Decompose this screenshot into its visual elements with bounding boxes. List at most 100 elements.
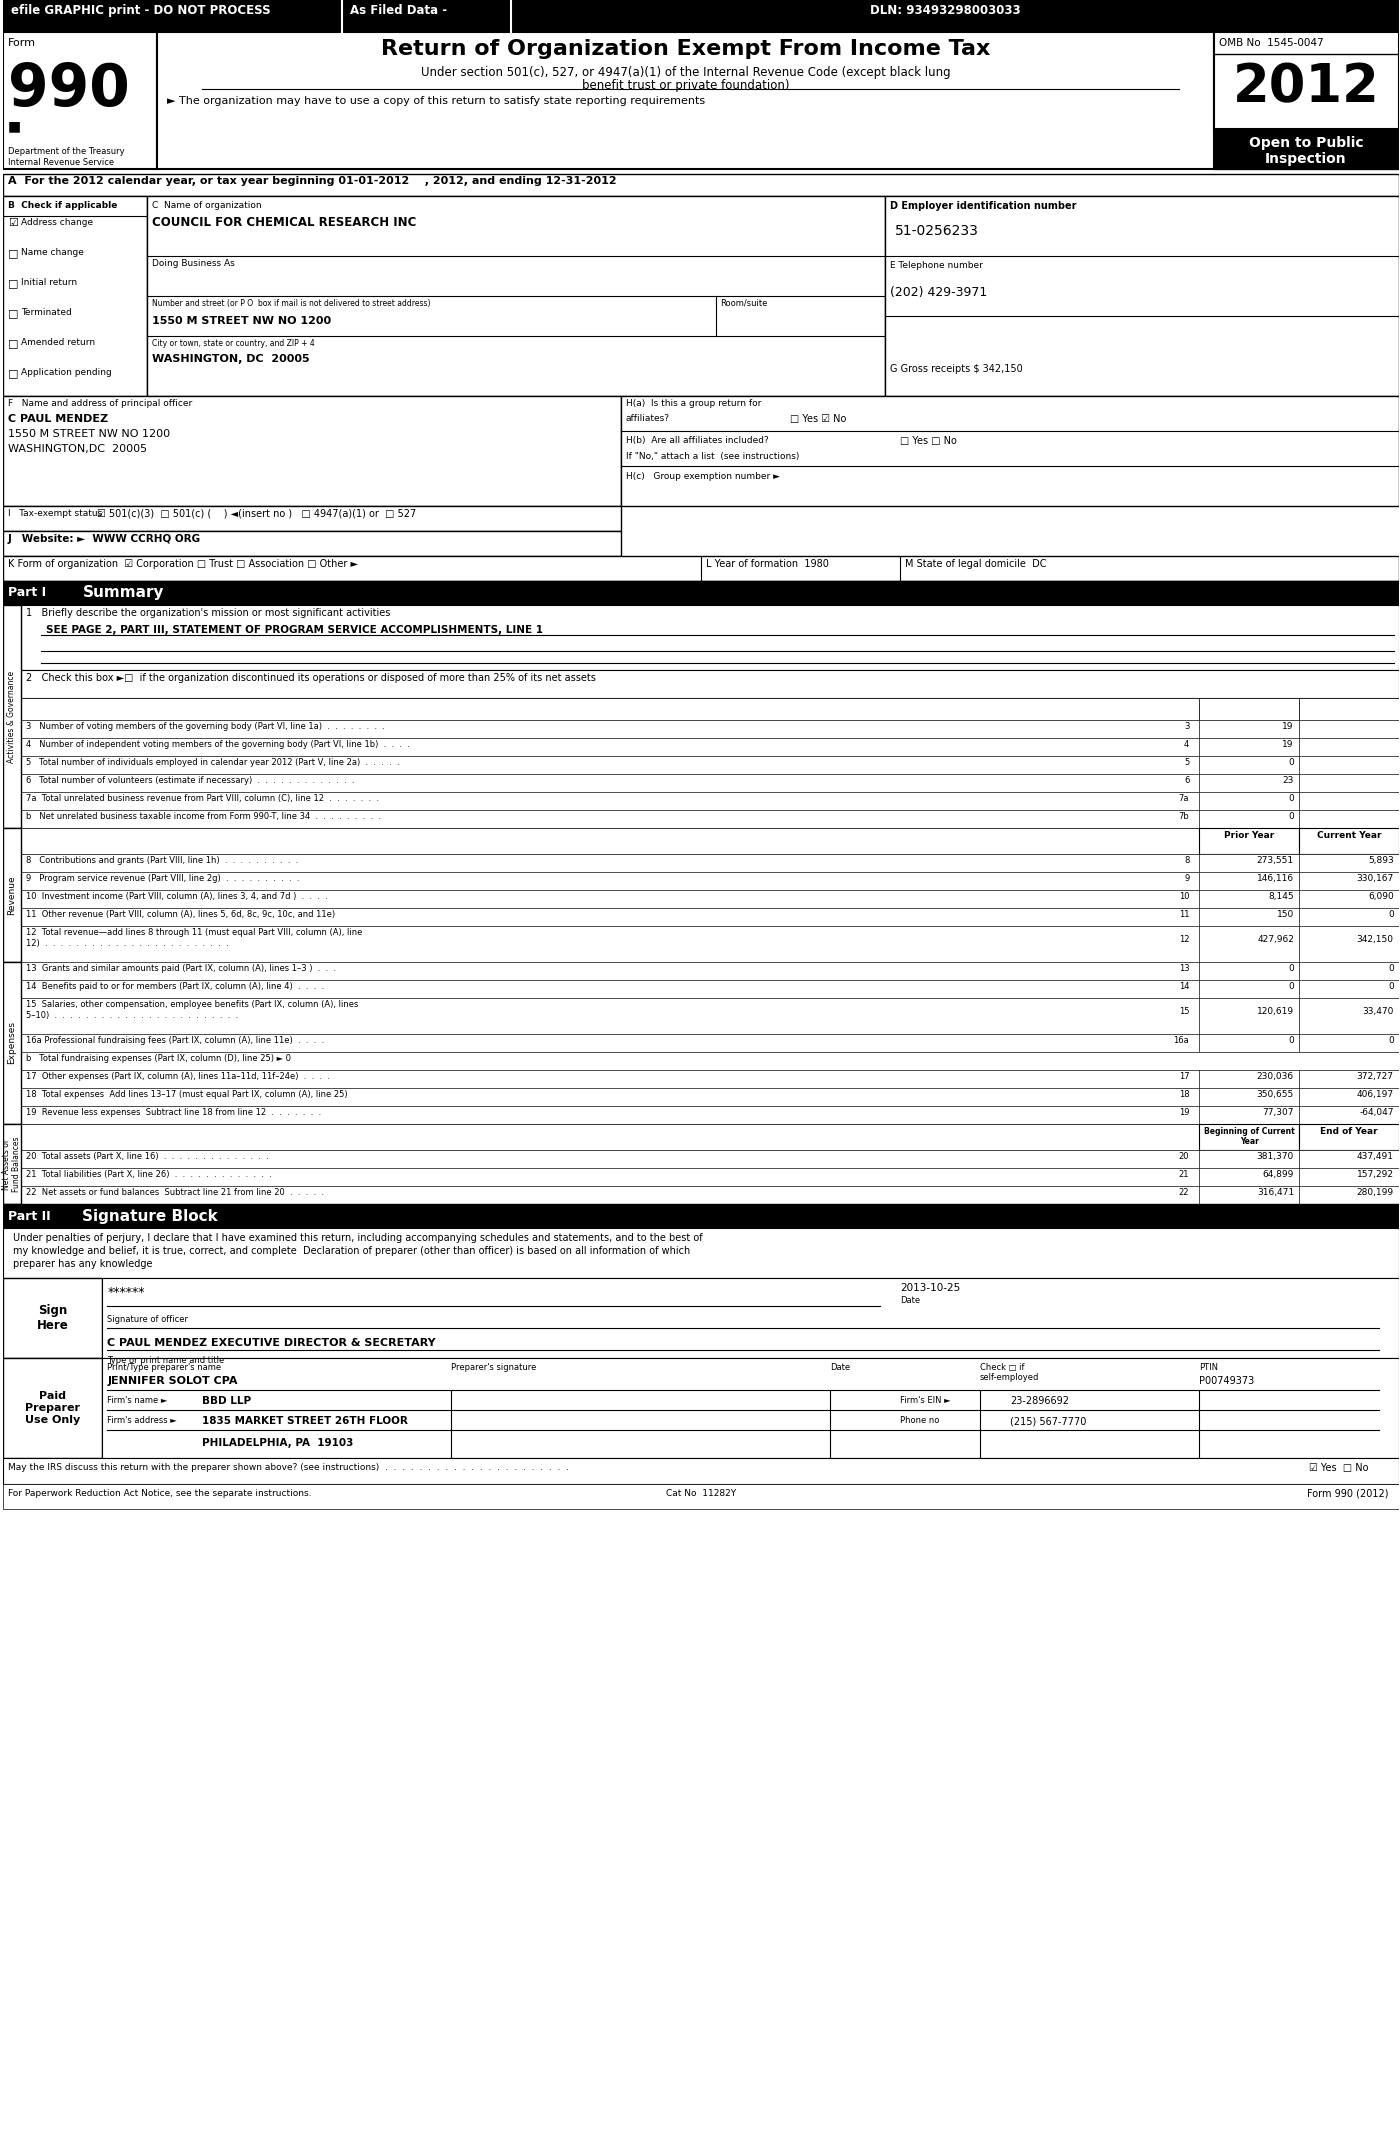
Text: 2   Check this box ►□  if the organization discontinued its operations or dispos: 2 Check this box ►□ if the organization …: [25, 673, 595, 683]
Bar: [3, 396, 622, 507]
Bar: [21, 1124, 1200, 1150]
Text: 14  Benefits paid to or for members (Part IX, column (A), line 4)  .  .  .  .: 14 Benefits paid to or for members (Part…: [25, 981, 323, 990]
Text: 13  Grants and similar amounts paid (Part IX, column (A), lines 1–3 )  .  .  .: 13 Grants and similar amounts paid (Part…: [25, 964, 336, 973]
Text: 22: 22: [1179, 1188, 1189, 1196]
Text: 11: 11: [1179, 909, 1189, 920]
Text: Application pending: Application pending: [21, 368, 112, 377]
Text: b   Total fundraising expenses (Part IX, column (D), line 25) ► 0: b Total fundraising expenses (Part IX, c…: [25, 1054, 291, 1062]
Bar: [1299, 1124, 1399, 1150]
Bar: [21, 605, 1399, 671]
Text: -64,047: -64,047: [1359, 1107, 1393, 1118]
Text: ☑ Yes  □ No: ☑ Yes □ No: [1309, 1463, 1368, 1473]
Bar: [21, 828, 1200, 854]
Bar: [147, 196, 885, 396]
Bar: [3, 0, 1399, 32]
Bar: [1200, 979, 1299, 999]
Bar: [1299, 739, 1399, 756]
Bar: [1200, 1124, 1299, 1150]
Bar: [21, 1105, 1200, 1124]
Bar: [1299, 792, 1399, 809]
Text: benefit trust or private foundation): benefit trust or private foundation): [582, 79, 790, 92]
Text: Cat No  11282Y: Cat No 11282Y: [665, 1488, 736, 1499]
Bar: [21, 671, 1399, 698]
Text: 18  Total expenses  Add lines 13–17 (must equal Part IX, column (A), line 25): 18 Total expenses Add lines 13–17 (must …: [25, 1090, 347, 1099]
Text: 150: 150: [1277, 909, 1294, 920]
Text: Form 990 (2012): Form 990 (2012): [1308, 1488, 1389, 1499]
Bar: [1200, 698, 1299, 720]
Bar: [1200, 1169, 1299, 1186]
Text: C PAUL MENDEZ: C PAUL MENDEZ: [8, 413, 108, 424]
Text: ******: ******: [108, 1286, 146, 1299]
Bar: [21, 926, 1200, 962]
Text: 0: 0: [1288, 758, 1294, 766]
Text: Internal Revenue Service: Internal Revenue Service: [8, 158, 113, 166]
Text: Date: Date: [830, 1363, 850, 1371]
Text: P00749373: P00749373: [1200, 1375, 1254, 1386]
Text: 6   Total number of volunteers (estimate if necessary)  .  .  .  .  .  .  .  .  : 6 Total number of volunteers (estimate i…: [25, 775, 354, 786]
Text: 5,893: 5,893: [1368, 856, 1393, 864]
Text: SEE PAGE 2, PART III, STATEMENT OF PROGRAM SERVICE ACCOMPLISHMENTS, LINE 1: SEE PAGE 2, PART III, STATEMENT OF PROGR…: [46, 626, 543, 634]
Text: B  Check if applicable: B Check if applicable: [8, 200, 118, 211]
Bar: [1200, 1105, 1299, 1124]
Text: Check □ if
self-employed: Check □ if self-employed: [980, 1363, 1039, 1382]
Bar: [157, 32, 1214, 168]
Text: 120,619: 120,619: [1257, 1007, 1294, 1016]
Text: 406,197: 406,197: [1357, 1090, 1393, 1099]
Text: □: □: [8, 309, 18, 317]
Text: ■: ■: [8, 119, 21, 132]
Text: ► The organization may have to use a copy of this return to satisfy state report: ► The organization may have to use a cop…: [167, 96, 706, 106]
Bar: [1200, 720, 1299, 739]
Text: Department of the Treasury: Department of the Treasury: [8, 147, 125, 155]
Text: Return of Organization Exempt From Income Tax: Return of Organization Exempt From Incom…: [381, 38, 990, 60]
Text: (202) 429-3971: (202) 429-3971: [890, 285, 987, 298]
Bar: [3, 507, 622, 530]
Bar: [3, 1124, 21, 1205]
Bar: [21, 1071, 1200, 1088]
Text: 0: 0: [1288, 811, 1294, 822]
Bar: [1200, 739, 1299, 756]
Text: Current Year: Current Year: [1316, 830, 1380, 841]
Text: Initial return: Initial return: [21, 279, 77, 287]
Bar: [21, 890, 1200, 907]
Text: 4: 4: [1184, 741, 1189, 749]
Text: 1835 MARKET STREET 26TH FLOOR: 1835 MARKET STREET 26TH FLOOR: [202, 1416, 407, 1426]
Text: Part II: Part II: [8, 1209, 50, 1222]
Text: 273,551: 273,551: [1257, 856, 1294, 864]
Text: L Year of formation  1980: L Year of formation 1980: [706, 560, 829, 568]
Bar: [21, 775, 1200, 792]
Text: I   Tax-exempt status: I Tax-exempt status: [8, 509, 102, 517]
Text: 1   Briefly describe the organization's mission or most significant activities: 1 Briefly describe the organization's mi…: [25, 609, 391, 617]
Text: 19: 19: [1282, 722, 1294, 730]
Bar: [3, 828, 21, 962]
Text: preparer has any knowledge: preparer has any knowledge: [13, 1258, 153, 1269]
Text: 0: 0: [1387, 964, 1393, 973]
Text: 51-0256233: 51-0256233: [895, 224, 979, 238]
Text: Room/suite: Room/suite: [721, 298, 769, 309]
Bar: [1299, 1169, 1399, 1186]
Bar: [1200, 907, 1299, 926]
Text: F   Name and address of principal officer: F Name and address of principal officer: [8, 398, 192, 409]
Text: Preparer's signature: Preparer's signature: [451, 1363, 536, 1371]
Bar: [1299, 962, 1399, 979]
Bar: [1299, 890, 1399, 907]
Bar: [1200, 890, 1299, 907]
Text: Print/Type preparer's name: Print/Type preparer's name: [108, 1363, 221, 1371]
Bar: [1299, 809, 1399, 828]
Text: Date: Date: [900, 1297, 920, 1305]
Bar: [3, 1484, 1399, 1509]
Text: Address change: Address change: [21, 217, 92, 228]
Bar: [1299, 828, 1399, 854]
Bar: [3, 1205, 1399, 1228]
Bar: [1200, 926, 1299, 962]
Text: Terminated: Terminated: [21, 309, 71, 317]
Text: 18: 18: [1179, 1090, 1189, 1099]
Text: BBD LLP: BBD LLP: [202, 1397, 251, 1405]
Bar: [21, 907, 1200, 926]
Bar: [3, 175, 1399, 196]
Bar: [3, 32, 157, 168]
Text: As Filed Data -: As Filed Data -: [350, 4, 447, 17]
Text: 6,090: 6,090: [1368, 892, 1393, 901]
Text: 7b: 7b: [1179, 811, 1189, 822]
Bar: [21, 739, 1200, 756]
Bar: [3, 581, 1399, 605]
